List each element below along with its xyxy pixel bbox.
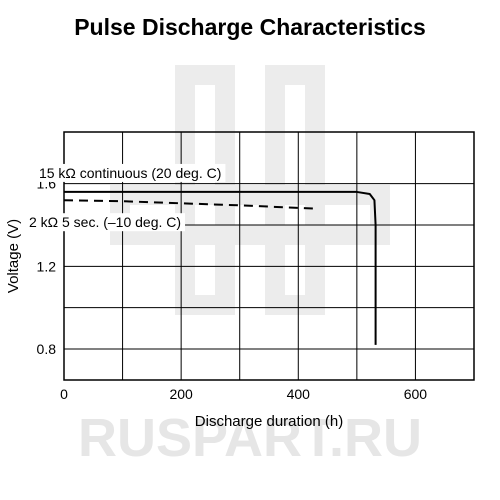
watermark-text: RUSPART.RU bbox=[78, 408, 422, 468]
series-label-0: 15 kΩ continuous (20 deg. C) bbox=[39, 165, 221, 181]
x-tick-label: 200 bbox=[169, 386, 193, 402]
series-line-0 bbox=[64, 190, 377, 345]
series-label-background bbox=[24, 213, 186, 232]
x-axis-label: Discharge duration (h) bbox=[195, 413, 343, 430]
y-tick-label: 0.8 bbox=[37, 341, 57, 357]
series-line-1 bbox=[63, 199, 313, 210]
chart-title: Pulse Discharge Characteristics bbox=[74, 14, 426, 40]
x-tick-label: 400 bbox=[287, 386, 311, 402]
watermark: RUSPART.RU bbox=[78, 65, 422, 468]
series bbox=[63, 190, 377, 345]
series-labels: 15 kΩ continuous (20 deg. C) 2 kΩ 5 sec. … bbox=[24, 163, 226, 232]
plot-area bbox=[63, 131, 475, 381]
y-axis-label: Voltage (V) bbox=[5, 219, 22, 293]
series-label-1: 2 kΩ 5 sec. (–10 deg. C) bbox=[29, 214, 181, 230]
y-tick-label: 1.2 bbox=[37, 258, 57, 274]
x-tick-label: 0 bbox=[60, 386, 68, 402]
series-label-background bbox=[34, 163, 226, 182]
x-tick-label: 600 bbox=[404, 386, 428, 402]
